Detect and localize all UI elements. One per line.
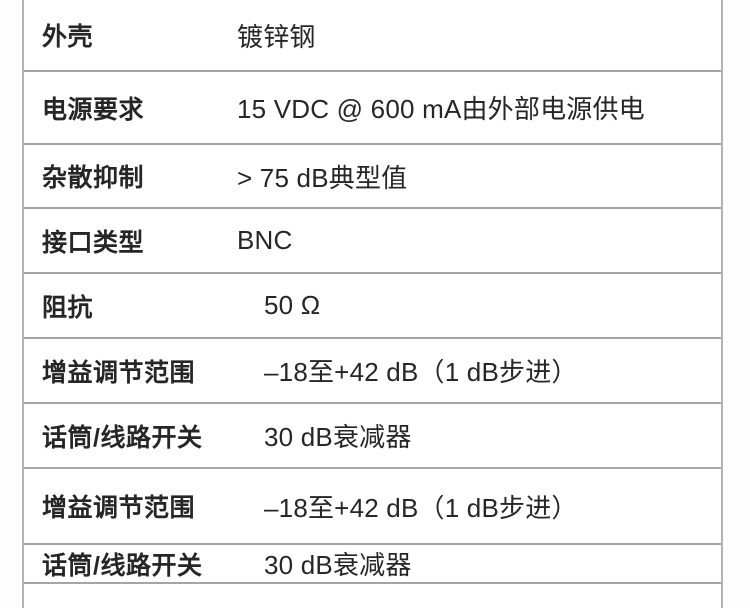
spec-value: 30 dB衰减器 [264, 550, 412, 580]
spec-value: –18至+42 dB（1 dB步进） [264, 357, 578, 387]
spec-row: 接口类型 BNC [24, 209, 721, 274]
spec-value: 50 Ω [264, 290, 321, 320]
spec-value: 30 dB衰减器 [264, 422, 412, 452]
spec-row: 增益调节范围 –18至+42 dB（1 dB步进） [24, 469, 721, 545]
spec-row: 增益调节范围 –18至+42 dB（1 dB步进） [24, 339, 721, 404]
spec-row: 电源要求 15 VDC @ 600 mA由外部电源供电 [24, 72, 721, 145]
spec-label: 外壳 [42, 23, 94, 51]
spec-value: –18至+42 dB（1 dB步进） [264, 492, 578, 523]
spec-label: 话筒/线路开关 [42, 423, 203, 452]
spec-label: 接口类型 [42, 228, 145, 257]
spec-label: 增益调节范围 [42, 358, 196, 387]
specification-table: 外壳 镀锌钢 电源要求 15 VDC @ 600 mA由外部电源供电 杂散抑制 … [22, 0, 723, 608]
spec-value: BNC [237, 225, 293, 255]
spec-row: 外壳 镀锌钢 [24, 0, 721, 72]
spec-row: 阻抗 50 Ω [24, 274, 721, 339]
spec-row: 话筒/线路开关 30 dB衰减器 [24, 545, 721, 584]
spec-value: > 75 dB典型值 [237, 162, 408, 193]
spec-value: 15 VDC @ 600 mA由外部电源供电 [237, 94, 645, 124]
spec-label: 增益调节范围 [42, 494, 196, 522]
spec-value: 镀锌钢 [237, 21, 316, 52]
spec-row: 杂散抑制 > 75 dB典型值 [24, 145, 721, 209]
spec-label: 电源要求 [42, 95, 145, 124]
spec-label: 话筒/线路开关 [42, 551, 203, 580]
spec-label: 阻抗 [42, 293, 94, 322]
spec-label: 杂散抑制 [42, 164, 145, 192]
spec-row: 话筒/线路开关 30 dB衰减器 [24, 404, 721, 469]
